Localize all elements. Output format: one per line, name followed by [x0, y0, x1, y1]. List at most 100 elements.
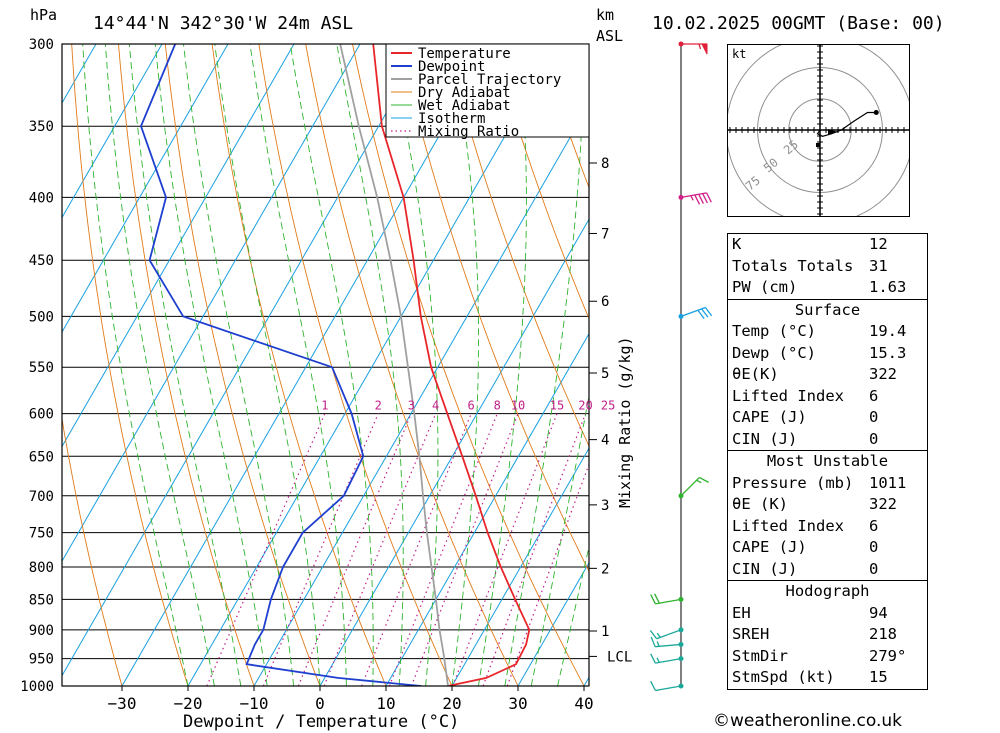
wind-barb-station — [678, 627, 684, 633]
wind-barb-half-feather — [656, 632, 661, 638]
hodo-stat-value: 94 — [869, 603, 888, 622]
dry-adiabat-line — [62, 416, 123, 686]
most-unstable-title: Most Unstable — [766, 452, 889, 470]
km-tick-label: 6 — [601, 294, 609, 310]
storm-motion-arrow — [828, 129, 838, 135]
isotherm-line — [187, 44, 559, 686]
surface-label: Dewp (°C) — [732, 343, 816, 362]
hodograph-end-point — [873, 110, 879, 115]
pressure-tick-label: 1000 — [20, 679, 54, 695]
surface-label: Lifted Index — [732, 386, 844, 405]
mixing-ratio-label: 8 — [494, 399, 501, 413]
wind-barb-feather — [698, 193, 704, 204]
wet-adiabat-line — [154, 44, 268, 686]
wet-adiabat-line — [128, 44, 242, 686]
pressure-tick-label: 550 — [29, 360, 54, 376]
wind-barb-half-feather — [656, 641, 660, 647]
wet-adiabat-line — [557, 544, 589, 686]
km-tick-label: 3 — [601, 498, 609, 514]
isotherm-line — [62, 44, 229, 334]
totals-totals-row: Totals Totals 31 — [728, 256, 927, 278]
pressure-tick-label: 750 — [29, 526, 54, 542]
wet-adiabat-line — [477, 44, 527, 686]
copyright-footer[interactable]: ©weatheronline.co.uk — [713, 711, 903, 731]
hodo-stat-label: SREH — [732, 625, 770, 643]
wind-barb-feather — [650, 680, 656, 691]
surface-value: 15.3 — [869, 343, 907, 362]
wet-adiabat-line — [214, 44, 321, 686]
wind-barb-half-feather — [696, 479, 702, 484]
hodo-stat-label: StmDir — [732, 646, 788, 665]
indices-panel: K 12 Totals Totals 31 PW (cm) 1.63 Surface … — [727, 233, 928, 690]
pressure-tick-label: 950 — [29, 652, 54, 668]
legend: Temperature Dewpoint Parcel Trajectory D… — [385, 43, 590, 140]
wind-barb — [650, 680, 684, 692]
dry-adiabat-line — [211, 44, 387, 686]
x-tick-label: 40 — [574, 694, 593, 713]
wind-barb-feather — [649, 629, 658, 640]
wind-barb-feather — [704, 307, 713, 317]
wind-barb-half-feather — [656, 657, 660, 663]
mu-value: 6 — [869, 516, 879, 535]
surface-section: Surface Temp (°C) 19.4 Dewp (°C) 15.3 θE(K… — [728, 298, 927, 451]
surface-label: θE(K) — [732, 365, 779, 383]
wind-barb-feather — [694, 194, 701, 205]
wind-barb-half-feather — [690, 195, 694, 201]
wind-barb-feather — [699, 476, 709, 483]
hodograph-marker — [816, 143, 820, 147]
pw-row: PW (cm) 1.63 — [728, 277, 927, 299]
wind-barb-half-feather — [698, 43, 702, 50]
wind-barb-station — [678, 683, 684, 689]
mixing-ratio-line — [361, 413, 472, 686]
legend-dry-adiabat: Dry Adiabat — [418, 85, 511, 101]
mixing-ratio-label: 2 — [375, 399, 382, 413]
wind-barb-staff — [656, 629, 682, 640]
wind-barb-station — [678, 493, 684, 499]
dry-adiabat-line — [305, 44, 519, 686]
wind-barb-staff — [655, 685, 682, 692]
isotherm-line — [385, 332, 589, 686]
most-unstable-section: Most Unstable Pressure (mb) 1011 θE (K) 32… — [728, 450, 927, 580]
wind-barb-feather — [650, 653, 656, 664]
series-line-parcel-trajectory — [339, 44, 449, 686]
hodo-stat-label: StmSpd (kt) — [732, 668, 835, 686]
surface-label: Temp (°C) — [732, 322, 816, 340]
wind-barb — [649, 627, 684, 640]
x-axis-label: Dewpoint / Temperature (°C) — [183, 712, 459, 732]
wet-adiabat-line — [183, 44, 295, 686]
mu-value: 1011 — [869, 473, 907, 492]
wind-barb-station — [678, 596, 684, 602]
wet-adiabat-line — [530, 393, 589, 686]
hodo-ring-label-75: 75 — [743, 173, 763, 193]
isotherm-line — [319, 218, 589, 686]
dry-adiabat-line — [71, 44, 189, 686]
wet-adiabat-line — [451, 44, 479, 686]
mu-value: 322 — [869, 495, 897, 513]
surface-label: CAPE (J) — [732, 408, 807, 426]
mixing-ratio-label: 6 — [468, 399, 475, 413]
totals-totals-value: 31 — [869, 256, 888, 275]
mixing-ratio-label: 3 — [408, 399, 415, 413]
wind-barb — [650, 636, 684, 648]
hodograph: kt 25 50 75 — [725, 35, 915, 225]
isotherm-line — [62, 44, 163, 219]
wind-barb-station — [678, 41, 684, 47]
legend-wet-adiabat: Wet Adiabat — [418, 98, 511, 114]
km-unit-label: km — [596, 6, 614, 24]
km-tick-label: 1 — [601, 624, 609, 640]
pressure-tick-label: 350 — [29, 119, 54, 135]
pressure-tick-label: 800 — [29, 560, 54, 576]
pw-label: PW (cm) — [732, 278, 798, 296]
mixing-ratio-label: 1 — [321, 399, 328, 413]
mixing-ratio-line — [482, 413, 587, 686]
x-tick-label: 10 — [376, 694, 395, 713]
x-tick-label: 0 — [315, 694, 325, 713]
isotherm-line — [451, 447, 589, 686]
hodograph-stats-title: Hodograph — [785, 582, 870, 600]
legend-isotherm: Isotherm — [418, 111, 485, 127]
mixing-ratio-line — [206, 413, 326, 686]
dry-adiabat-line — [118, 44, 255, 686]
hodo-stat-label: EH — [732, 603, 751, 622]
km-tick-label: 5 — [601, 366, 609, 382]
